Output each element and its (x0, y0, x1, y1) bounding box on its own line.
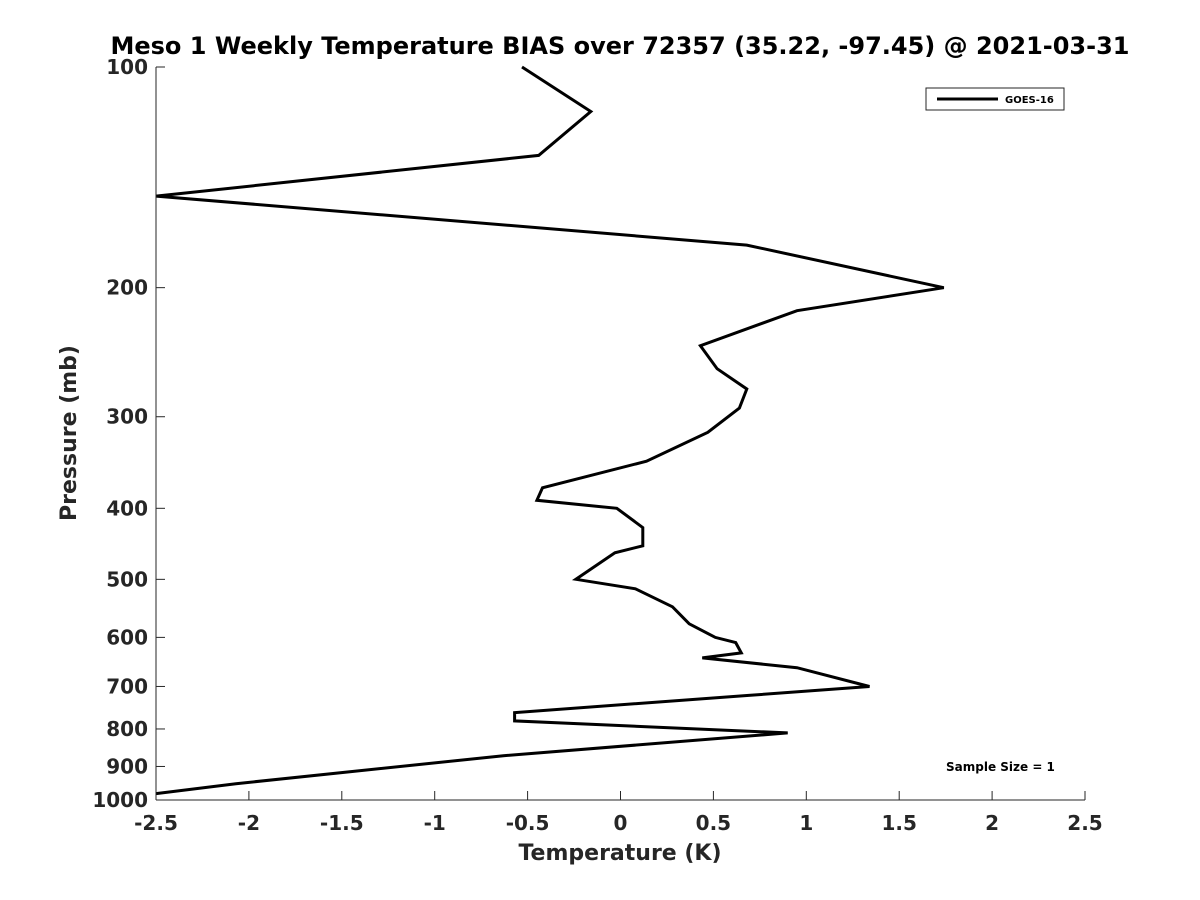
y-tick-label-5: 600 (106, 625, 148, 649)
x-tick-label-10: 2.5 (1067, 811, 1102, 835)
y-tick-label-3: 400 (106, 496, 148, 520)
x-axis-label: Temperature (K) (518, 841, 721, 866)
y-tick-label-0: 100 (106, 55, 148, 79)
x-tick-label-4: -0.5 (506, 811, 550, 835)
x-tick-label-7: 1 (799, 811, 813, 835)
x-tick-label-3: -1 (424, 811, 446, 835)
series-line-goes-16 (155, 65, 945, 796)
x-tick-label-6: 0.5 (696, 811, 731, 835)
x-tick-label-1: -2 (238, 811, 260, 835)
x-axis-ticks: -2.5 -2 -1.5 -1 -0.5 0 0.5 1 1.5 2 2.5 (134, 791, 1103, 835)
chart-title: Meso 1 Weekly Temperature BIAS over 7235… (110, 32, 1129, 60)
x-tick-label-0: -2.5 (134, 811, 178, 835)
y-axis-label: Pressure (mb) (57, 345, 82, 521)
x-tick-label-5: 0 (614, 811, 628, 835)
y-tick-label-7: 800 (106, 717, 148, 741)
series-layer (155, 65, 945, 796)
legend: GOES-16 (925, 87, 1065, 111)
y-tick-label-6: 700 (106, 674, 148, 698)
y-tick-label-2: 300 (106, 405, 148, 429)
x-tick-label-8: 1.5 (881, 811, 916, 835)
legend-label-goes-16: GOES-16 (1005, 95, 1054, 106)
y-tick-label-1: 200 (106, 276, 148, 300)
y-tick-label-8: 900 (106, 754, 148, 778)
y-tick-label-9: 1000 (92, 788, 148, 812)
sample-size-annotation: Sample Size = 1 (946, 760, 1055, 774)
x-tick-label-2: -1.5 (320, 811, 364, 835)
y-tick-label-4: 500 (106, 567, 148, 591)
x-tick-label-9: 2 (985, 811, 999, 835)
y-axis-ticks: 100 200 300 400 500 600 700 800 900 1000 (92, 55, 165, 812)
